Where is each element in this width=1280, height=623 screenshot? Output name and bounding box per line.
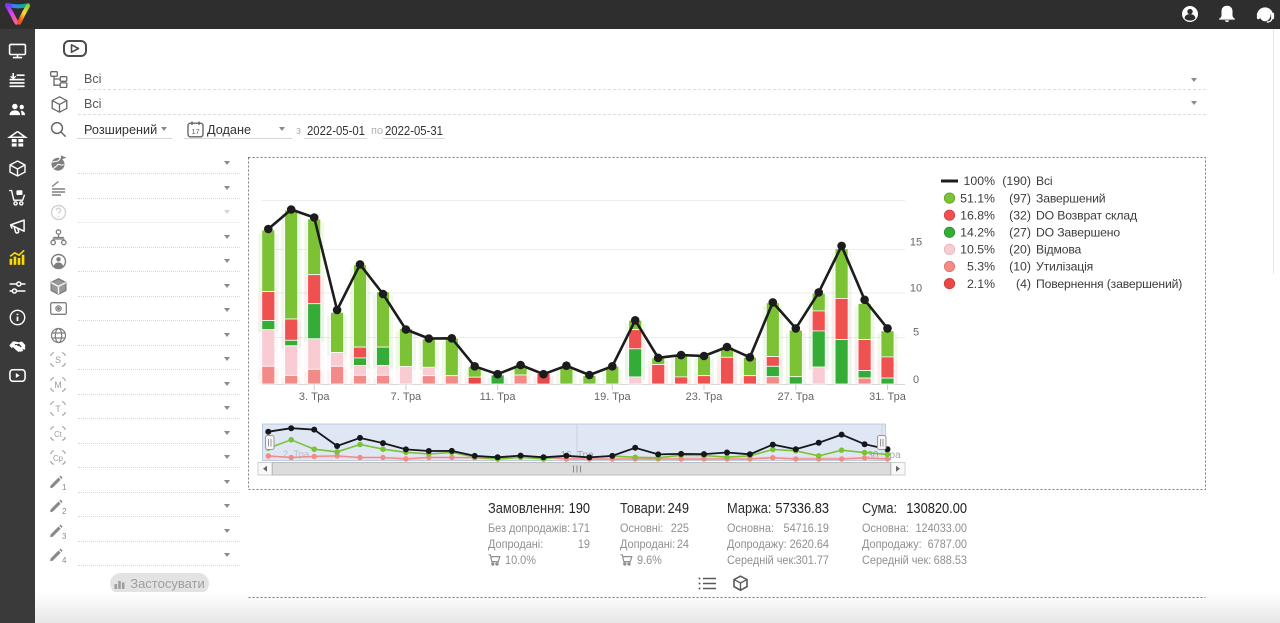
svg-text:23. Тра: 23. Тра xyxy=(686,391,724,403)
svg-text:Відмова: Відмова xyxy=(1036,243,1082,257)
svg-text:31. Тра: 31. Тра xyxy=(869,391,907,403)
svg-text:16. Тра: 16. Тра xyxy=(560,450,594,461)
svg-text:DO Возврат склад: DO Возврат склад xyxy=(1036,208,1137,222)
svg-text:16.8%: 16.8% xyxy=(960,208,995,222)
svg-text:DO Завершено: DO Завершено xyxy=(1036,226,1120,240)
svg-text:Ct: Ct xyxy=(54,429,63,438)
svg-text:(27): (27) xyxy=(1009,226,1031,240)
svg-text:11. Тра: 11. Тра xyxy=(480,391,517,403)
svg-text:7. Тра: 7. Тра xyxy=(391,391,422,403)
svg-text:Cp: Cp xyxy=(53,454,64,463)
svg-text:3. Тра: 3. Тра xyxy=(299,391,330,403)
svg-text:51.1%: 51.1% xyxy=(960,191,995,205)
svg-text:14.2%: 14.2% xyxy=(960,226,995,240)
svg-text:30. Тра: 30. Тра xyxy=(867,450,901,461)
svg-text:19. Тра: 19. Тра xyxy=(594,391,632,403)
svg-text:3: 3 xyxy=(62,532,67,540)
svg-text:M: M xyxy=(54,379,61,389)
svg-text:T: T xyxy=(55,404,61,414)
svg-text:(4): (4) xyxy=(1016,277,1031,291)
svg-text:(10): (10) xyxy=(1009,260,1031,274)
svg-text:Повернення (завершений): Повернення (завершений) xyxy=(1036,277,1182,291)
svg-text:Завершений: Завершений xyxy=(1036,191,1105,205)
svg-text:100%: 100% xyxy=(964,174,996,188)
svg-text:27. Тра: 27. Тра xyxy=(777,391,815,403)
svg-text:1: 1 xyxy=(62,483,67,491)
svg-text:5: 5 xyxy=(913,327,919,339)
svg-text:(97): (97) xyxy=(1009,191,1031,205)
svg-text:2: 2 xyxy=(62,507,67,515)
svg-text:(32): (32) xyxy=(1009,208,1031,222)
svg-text:2. Тра: 2. Тра xyxy=(283,449,310,460)
svg-text:4: 4 xyxy=(62,556,67,564)
svg-text:17: 17 xyxy=(191,127,199,136)
svg-text:Утилізація: Утилізація xyxy=(1036,260,1093,274)
svg-text:10: 10 xyxy=(910,283,922,295)
svg-text:10.5%: 10.5% xyxy=(960,243,995,257)
svg-text:5.3%: 5.3% xyxy=(967,260,995,274)
svg-text:(190): (190) xyxy=(1002,174,1031,188)
svg-text:Всі: Всі xyxy=(1036,174,1052,188)
svg-text:0: 0 xyxy=(913,374,919,386)
svg-text:15: 15 xyxy=(910,237,922,249)
svg-text:(20): (20) xyxy=(1009,243,1031,257)
svg-text:S: S xyxy=(55,355,61,365)
svg-text:2.1%: 2.1% xyxy=(967,277,995,291)
